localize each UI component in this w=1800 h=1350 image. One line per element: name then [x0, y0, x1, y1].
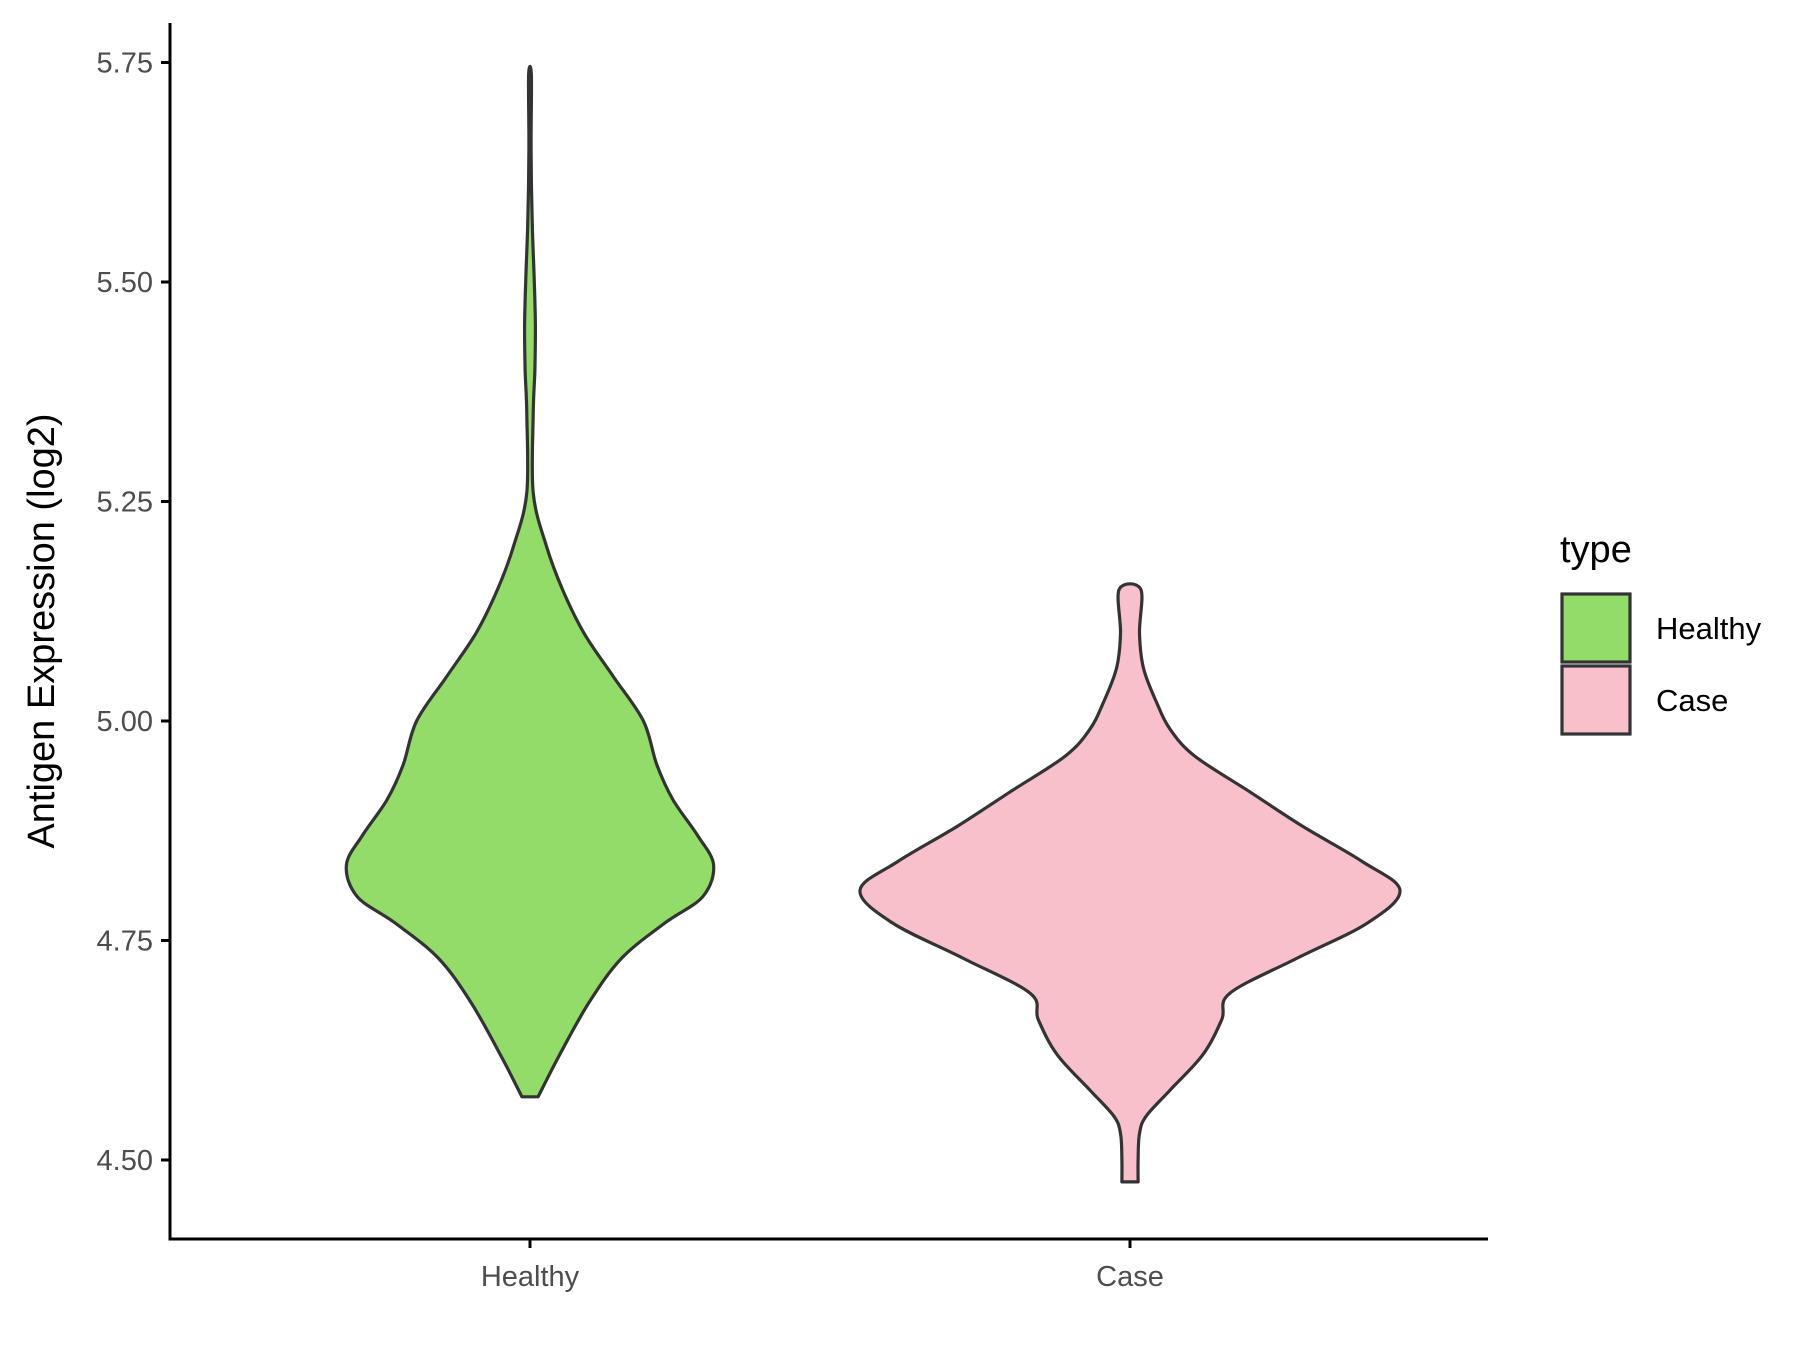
- y-tick-label: 5.25: [97, 486, 153, 518]
- legend-label: Healthy: [1656, 611, 1762, 646]
- x-tick-label: Healthy: [481, 1261, 580, 1293]
- legend-label: Case: [1656, 683, 1728, 718]
- legend-key-healthy: [1560, 592, 1632, 664]
- x-tick-label: Case: [1096, 1261, 1164, 1293]
- y-tick-label: 5.50: [97, 267, 153, 299]
- y-axis-title: Antigen Expression (log2): [21, 413, 63, 848]
- y-tick-label: 4.50: [97, 1145, 153, 1177]
- x-ticks: Healthy Case: [481, 1239, 1164, 1293]
- y-tick-label: 5.00: [97, 706, 153, 738]
- y-tick-label: 5.75: [97, 48, 153, 80]
- legend-title: type: [1560, 529, 1632, 571]
- y-ticks: 4.50 4.75 5.00 5.25 5.50 5.75: [97, 48, 170, 1177]
- violin-case: [858, 582, 1402, 1184]
- violin-layer: [344, 64, 1402, 1184]
- violin-healthy: [344, 64, 716, 1099]
- legend-key-case: [1560, 664, 1632, 736]
- y-tick-label: 4.75: [97, 925, 153, 957]
- legend: type Healthy Case: [1560, 529, 1762, 736]
